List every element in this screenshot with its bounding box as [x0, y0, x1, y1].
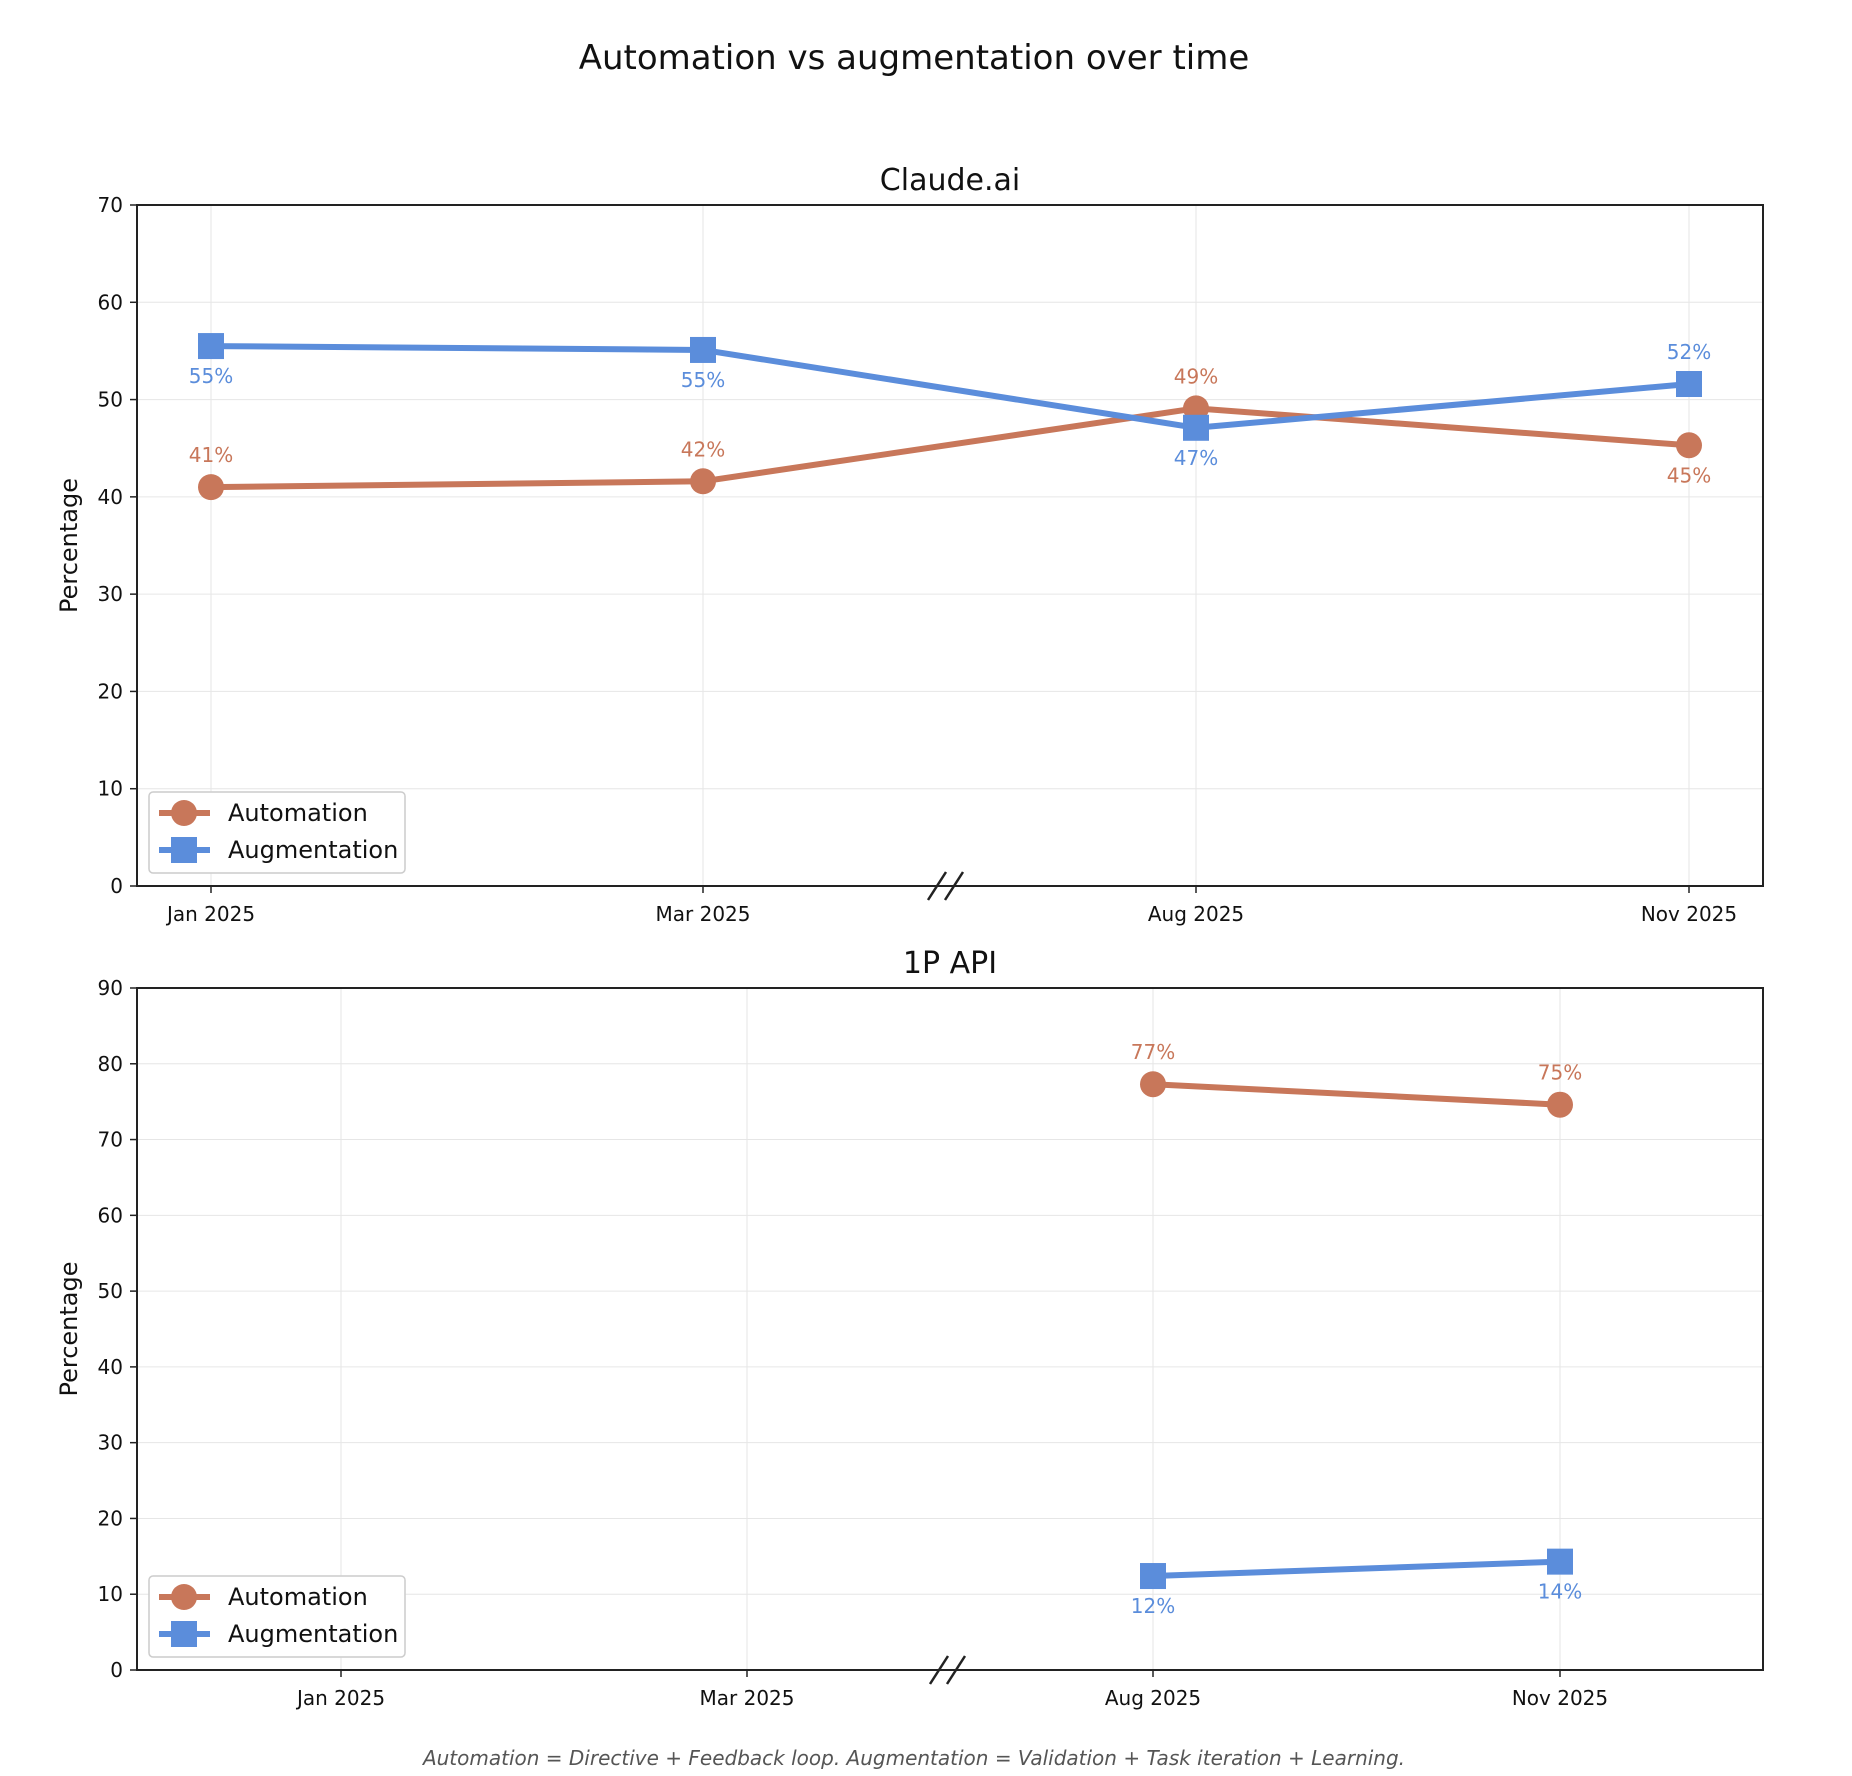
x-tick-label: Mar 2025 [700, 1686, 795, 1710]
x-tick-label: Aug 2025 [1148, 902, 1244, 926]
automation-point [1140, 1071, 1166, 1098]
axis-break-mark [928, 1655, 950, 1685]
axis-break-mark [943, 871, 965, 901]
figure-title: Automation vs augmentation over time [579, 38, 1250, 78]
augmentation-point [1547, 1548, 1573, 1575]
x-tick-label: Mar 2025 [656, 902, 751, 926]
y-tick-label: 30 [98, 582, 123, 606]
legend-box [148, 1575, 406, 1658]
y-axis-label: Percentage [55, 1261, 83, 1396]
y-tick-label: 60 [98, 290, 123, 314]
chart-title: 1P API [903, 946, 997, 981]
y-tick-label: 40 [98, 1355, 123, 1379]
legend-augmentation-marker [171, 837, 197, 863]
plot-frame [136, 204, 1764, 887]
y-tick-label: 40 [98, 485, 123, 509]
automation-point [198, 474, 224, 501]
augmentation-point [690, 336, 716, 363]
y-tick-label: 0 [110, 1658, 123, 1682]
augmentation-data-label: 47% [1174, 446, 1218, 470]
y-tick-label: 80 [98, 1052, 123, 1076]
y-tick-label: 60 [98, 1203, 123, 1227]
augmentation-data-label: 14% [1538, 1580, 1582, 1604]
automation-data-label: 49% [1174, 364, 1218, 388]
legend-augmentation-label: Augmentation [228, 836, 398, 864]
automation-line [210, 405, 1690, 491]
automation-data-label: 45% [1667, 463, 1711, 487]
chart-1p-api: 1P API 0 10 20 30 40 50 60 70 80 90 Jan 2025 Mar 202… [55, 946, 1764, 1710]
automation-point [690, 468, 716, 495]
axis-break-mark [945, 1655, 967, 1685]
x-tick-label: Nov 2025 [1512, 1686, 1608, 1710]
augmentation-data-label: 52% [1667, 340, 1711, 364]
legend-automation-marker [171, 1584, 197, 1610]
y-tick-label: 70 [98, 1128, 123, 1152]
legend-augmentation-label: Augmentation [228, 1620, 398, 1648]
x-tick-label: Nov 2025 [1641, 902, 1737, 926]
y-tick-label: 50 [98, 1279, 123, 1303]
augmentation-line [1152, 1558, 1561, 1580]
legend-automation-label: Automation [228, 1583, 368, 1611]
legend-automation-label: Automation [228, 799, 368, 827]
automation-data-label: 77% [1131, 1040, 1175, 1064]
augmentation-point [1676, 371, 1702, 398]
axis-break-mark [926, 871, 948, 901]
automation-line [1152, 1081, 1561, 1108]
y-tick-label: 20 [98, 679, 123, 703]
footnote: Automation = Directive + Feedback loop. … [421, 1746, 1405, 1770]
augmentation-data-label: 55% [189, 364, 233, 388]
augmentation-data-label: 55% [681, 368, 725, 392]
y-tick-label: 0 [110, 874, 123, 898]
automation-data-label: 75% [1538, 1061, 1582, 1085]
augmentation-point [1183, 414, 1209, 441]
automation-point [1676, 432, 1702, 459]
y-tick-label: 30 [98, 1431, 123, 1455]
legend-augmentation-marker [171, 1621, 197, 1647]
y-tick-label: 20 [98, 1506, 123, 1530]
chart-claude-ai: Claude.ai 0 10 20 30 40 50 60 70 Jan 2025 Mar 2025… [55, 163, 1764, 926]
x-tick-label: Aug 2025 [1105, 1686, 1201, 1710]
legend-box [148, 791, 406, 874]
y-tick-label: 70 [98, 193, 123, 217]
legend-automation-marker [171, 800, 197, 826]
augmentation-point [1140, 1563, 1166, 1590]
automation-data-label: 41% [189, 443, 233, 467]
y-tick-label: 50 [98, 388, 123, 412]
x-tick-label: Jan 2025 [295, 1686, 385, 1710]
y-tick-label: 10 [98, 777, 123, 801]
chart-title: Claude.ai [880, 163, 1020, 198]
automation-point [1547, 1091, 1573, 1118]
y-tick-label: 10 [98, 1582, 123, 1606]
plot-frame [136, 987, 1764, 1671]
automation-data-label: 42% [681, 437, 725, 461]
augmentation-point [198, 333, 224, 360]
augmentation-data-label: 12% [1131, 1594, 1175, 1618]
y-axis-label: Percentage [55, 478, 83, 613]
y-tick-label: 90 [98, 976, 123, 1000]
x-tick-label: Jan 2025 [165, 902, 255, 926]
augmentation-line [210, 343, 1690, 431]
